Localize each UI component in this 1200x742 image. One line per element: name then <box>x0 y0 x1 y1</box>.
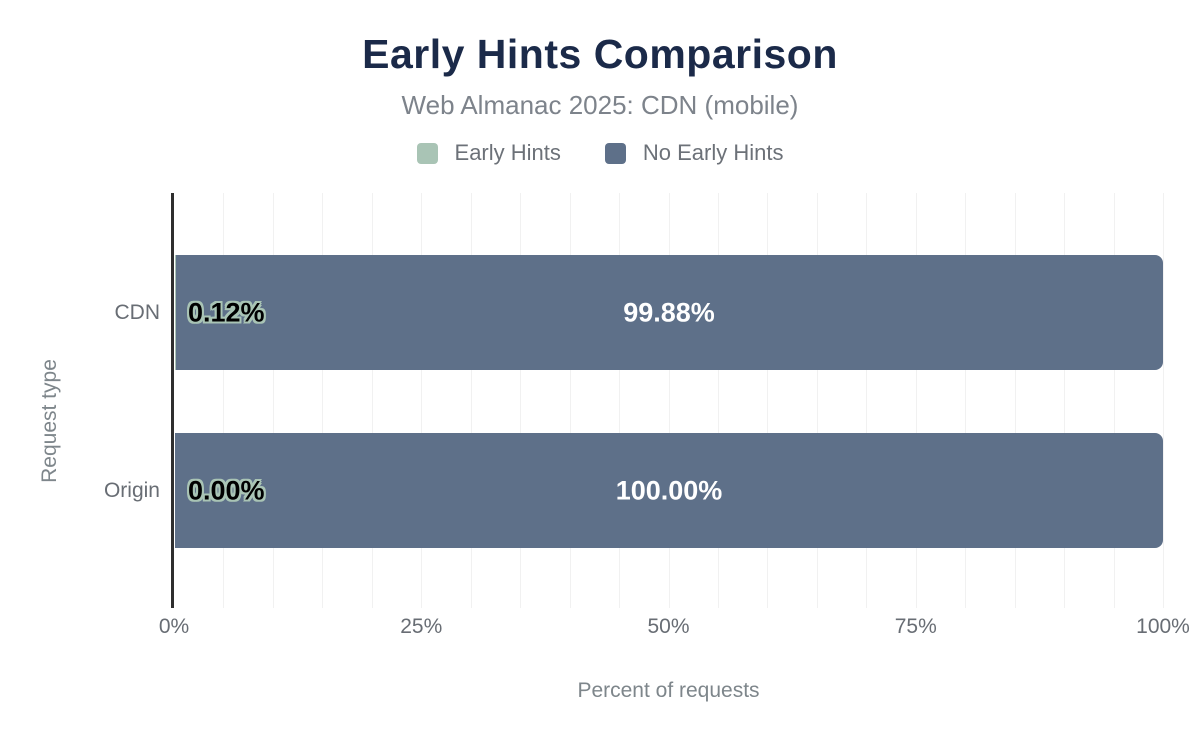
legend-label-early-hints: Early Hints <box>454 140 561 165</box>
gridline <box>965 193 967 608</box>
y-axis-line <box>171 193 174 608</box>
legend-item-early-hints[interactable]: Early Hints <box>416 140 561 166</box>
gridline <box>915 193 917 608</box>
x-axis-tick-labels: 0% 25% 50% 75% 100% <box>159 615 1190 641</box>
gridline <box>421 193 423 608</box>
gridline <box>371 193 373 608</box>
legend-item-no-early-hints[interactable]: No Early Hints <box>604 140 784 166</box>
category-label-cdn: CDN <box>114 301 161 324</box>
legend-label-no-early-hints: No Early Hints <box>642 140 784 165</box>
gridline <box>668 193 670 608</box>
chart-title: Early Hints Comparison <box>362 31 838 77</box>
bar-segment-cdn-no-early-hints[interactable] <box>176 255 1163 370</box>
data-label-origin-early-hints: 0.00% <box>188 475 265 505</box>
x-axis-tick-label: 75% <box>894 615 937 638</box>
x-axis-tick-label: 100% <box>1136 615 1190 638</box>
gridline <box>470 193 472 608</box>
legend-swatch-early-hints-icon <box>416 142 438 164</box>
gridline <box>717 193 719 608</box>
x-axis-tick-label: 25% <box>400 615 443 638</box>
gridline <box>569 193 571 608</box>
gridline <box>520 193 522 608</box>
gridline <box>1113 193 1115 608</box>
x-axis-title: Percent of requests <box>577 679 760 702</box>
legend: Early Hints No Early Hints <box>0 140 1200 166</box>
bar-segment-origin-no-early-hints[interactable] <box>175 433 1163 548</box>
gridline <box>1163 193 1164 608</box>
legend-swatch-no-early-hints-icon <box>604 142 626 164</box>
category-label-origin: Origin <box>103 479 160 502</box>
gridline <box>223 193 225 608</box>
chart-subtitle: Web Almanac 2025: CDN (mobile) <box>401 90 799 120</box>
y-axis-title: Request type <box>38 359 61 483</box>
bar-cdn[interactable]: 0.12% 99.88% <box>175 255 1163 370</box>
x-axis-tick-label: 50% <box>647 615 690 638</box>
x-axis-tick-label: 0% <box>158 615 190 638</box>
data-label-cdn-early-hints: 0.12% <box>188 297 265 327</box>
data-label-origin-no-early-hints: 100.00% <box>615 475 723 505</box>
gridline <box>322 193 324 608</box>
data-label-cdn-no-early-hints: 99.88% <box>623 297 715 327</box>
gridline <box>816 193 818 608</box>
gridline <box>1014 193 1016 608</box>
gridline <box>619 193 621 608</box>
gridline <box>767 193 769 608</box>
gridline <box>866 193 868 608</box>
bar-origin[interactable]: 0.00% 100.00% <box>175 433 1163 548</box>
plot-area: 0.12% 99.88% 0.00% 100.00% <box>171 193 1164 608</box>
bar-segment-cdn-early-hints[interactable] <box>175 255 177 370</box>
gridline <box>272 193 274 608</box>
gridline <box>1064 193 1066 608</box>
